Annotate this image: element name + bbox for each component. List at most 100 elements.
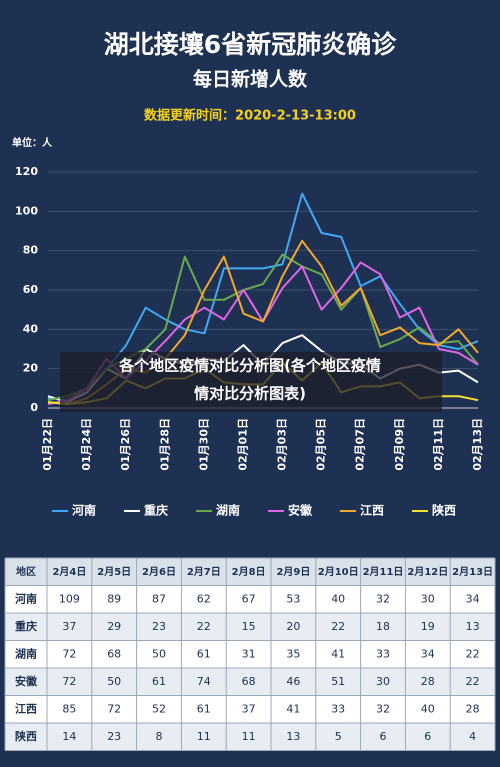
table-cell: 72: [62, 647, 76, 660]
table-cell: 61: [197, 702, 211, 715]
table-cell: 109: [59, 592, 80, 605]
table-cell: 68: [107, 647, 121, 660]
table-header-cell: 2月7日: [187, 566, 221, 578]
table-cell: 6: [380, 730, 387, 743]
table-header-cell: 2月11日: [363, 566, 404, 578]
table-cell: 18: [376, 620, 390, 633]
table-cell: 23: [152, 620, 166, 633]
table-cell: 41: [286, 702, 300, 715]
table-cell: 61: [197, 647, 211, 660]
table-cell: 33: [376, 647, 390, 660]
table-cell: 15: [242, 620, 256, 633]
table-cell: 13: [286, 730, 300, 743]
table-cell: 28: [421, 675, 435, 688]
y-tick-label: 0: [30, 401, 38, 414]
x-tick-label: 01月24日: [80, 418, 93, 471]
table-cell: 40: [421, 702, 435, 715]
table-cell: 28: [466, 702, 480, 715]
table-cell: 37: [242, 702, 256, 715]
table-cell: 40: [331, 592, 345, 605]
table-cell: 河南: [15, 591, 37, 605]
legend-label: 湖南: [216, 503, 240, 518]
table-cell: 50: [107, 675, 121, 688]
table-cell: 22: [197, 620, 211, 633]
table-cell: 31: [242, 647, 256, 660]
table-cell: 62: [197, 592, 211, 605]
table-cell: 74: [197, 675, 211, 688]
table-cell: 江西: [15, 701, 37, 715]
table-cell: 87: [152, 592, 166, 605]
table-cell: 安徽: [15, 674, 38, 688]
table-cell: 72: [107, 702, 121, 715]
y-tick-label: 40: [23, 322, 39, 335]
table-cell: 61: [152, 675, 166, 688]
table-row-bg: [5, 723, 495, 751]
table-header-bg: [5, 558, 495, 586]
table-cell: 34: [466, 592, 480, 605]
x-tick-label: 01月30日: [197, 418, 210, 471]
table-cell: 35: [286, 647, 300, 660]
table-header-cell: 2月5日: [97, 566, 131, 578]
table-cell: 46: [286, 675, 300, 688]
table-cell: 8: [156, 730, 163, 743]
table-row-bg: [5, 668, 495, 696]
table-cell: 4: [469, 730, 476, 743]
legend-label: 河南: [71, 503, 96, 518]
table-row-bg: [5, 695, 495, 723]
table-cell: 67: [242, 592, 256, 605]
table-cell: 30: [421, 592, 435, 605]
y-tick-label: 100: [15, 204, 38, 217]
table-row-bg: [5, 585, 495, 613]
table-cell: 13: [466, 620, 480, 633]
table-cell: 22: [466, 675, 480, 688]
caption-text: 各个地区疫情对比分析图(各个地区疫情: [118, 357, 381, 375]
x-tick-label: 01月26日: [119, 418, 132, 471]
update-time: 数据更新时间：2020-2-13-13:00: [144, 108, 356, 124]
table-cell: 重庆: [15, 619, 37, 633]
table-cell: 68: [242, 675, 256, 688]
x-tick-label: 02月03日: [276, 418, 289, 471]
table-cell: 20: [286, 620, 300, 633]
legend-label: 重庆: [144, 503, 168, 518]
table-cell: 51: [331, 675, 345, 688]
title: 湖北接壤6省新冠肺炎确诊: [104, 30, 397, 59]
table-cell: 37: [62, 620, 76, 633]
table-cell: 72: [62, 675, 76, 688]
y-tick-label: 80: [23, 244, 39, 257]
table-cell: 湖南: [15, 646, 37, 660]
table-cell: 22: [331, 620, 345, 633]
table-cell: 53: [286, 592, 300, 605]
table-cell: 11: [242, 730, 256, 743]
table-header-cell: 2月13日: [452, 566, 493, 578]
table-row-bg: [5, 640, 495, 668]
table-cell: 85: [62, 702, 76, 715]
table-header-cell: 2月8日: [232, 566, 266, 578]
unit-label: 单位：人: [12, 136, 53, 149]
x-tick-label: 01月28日: [158, 418, 171, 471]
y-tick-label: 120: [15, 165, 38, 178]
caption-box: [60, 352, 442, 412]
x-tick-label: 02月07日: [354, 418, 367, 471]
table-header-cell: 2月10日: [318, 566, 359, 578]
table-cell: 14: [62, 730, 76, 743]
legend-label: 陕西: [432, 503, 456, 518]
table-header-cell: 地区: [16, 565, 36, 578]
table-header-cell: 2月9日: [276, 566, 310, 578]
legend-label: 安徽: [288, 503, 313, 518]
table-cell: 52: [152, 702, 166, 715]
table-cell: 30: [376, 675, 390, 688]
table-cell: 陕西: [15, 729, 37, 743]
table-cell: 50: [152, 647, 166, 660]
x-tick-label: 02月09日: [393, 418, 406, 471]
table-cell: 34: [421, 647, 435, 660]
table-cell: 23: [107, 730, 121, 743]
x-tick-label: 02月11日: [432, 418, 445, 471]
table-cell: 6: [424, 730, 431, 743]
caption-text: 情对比分析图表): [194, 385, 306, 403]
x-tick-label: 02月13日: [471, 418, 484, 471]
table-cell: 33: [331, 702, 345, 715]
y-tick-label: 60: [23, 283, 39, 296]
table-cell: 41: [331, 647, 345, 660]
table-row-bg: [5, 613, 495, 641]
